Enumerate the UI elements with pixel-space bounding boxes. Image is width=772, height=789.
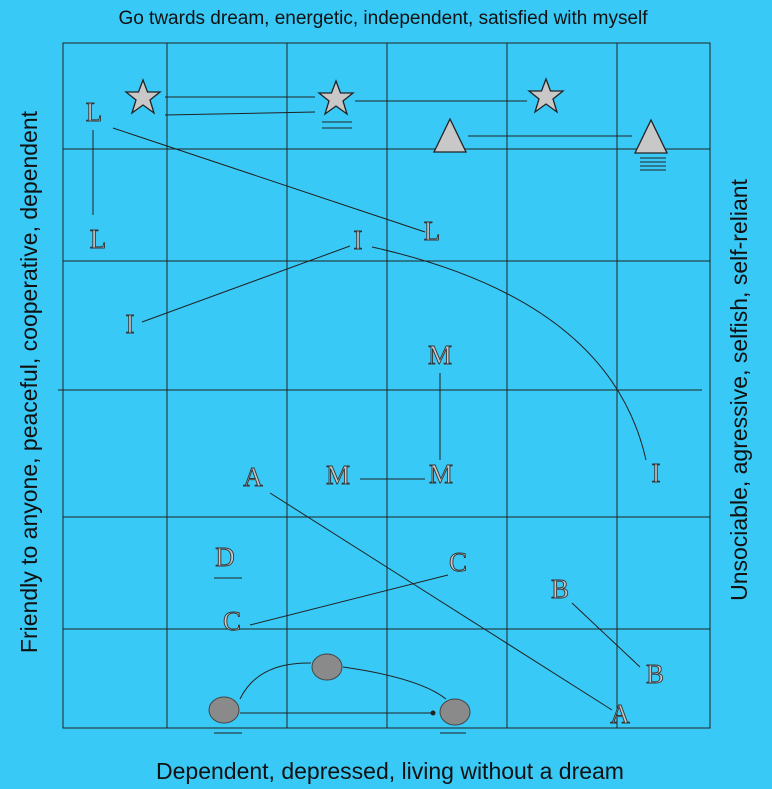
letter: M [428,340,452,370]
letter: B [551,574,569,604]
letter: I [126,309,135,339]
letter: L [424,216,441,246]
letter: C [223,606,241,636]
letter: A [243,462,263,492]
title-bottom: Dependent, depressed, living without a d… [156,758,624,784]
label-left: Friendly to anyone, peaceful, cooperativ… [16,110,42,653]
letter: L [86,97,103,127]
letter: L [90,224,107,254]
label-right: Unsociable, agressive, selfish, self-rel… [726,178,752,600]
connectors [92,96,666,734]
letter: I [354,225,363,255]
title-top: Go twards dream, energetic, independent,… [118,8,648,29]
letter: B [646,659,664,689]
letter: C [449,547,467,577]
letter: A [610,699,630,729]
grid [58,42,711,729]
letter: D [215,542,235,572]
letter: M [326,460,350,490]
letter: I [652,458,661,488]
shapes [124,77,669,726]
letter: M [429,459,453,489]
